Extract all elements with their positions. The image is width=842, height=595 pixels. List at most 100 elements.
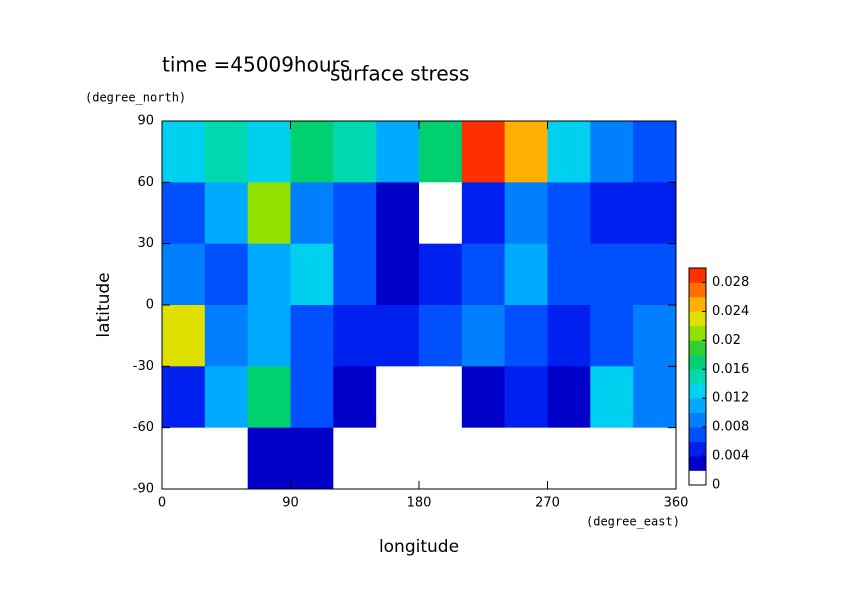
x-axis-label: longitude xyxy=(379,537,459,557)
field-cell xyxy=(247,366,291,429)
field-cell xyxy=(419,121,463,183)
colorbar-segment xyxy=(689,398,706,413)
field-cell xyxy=(419,427,463,490)
field-cell xyxy=(162,366,206,429)
field-cell xyxy=(204,243,249,306)
x-tick-label: 180 xyxy=(407,496,432,511)
y-tick-label: 90 xyxy=(137,114,154,129)
colorbar-segment xyxy=(689,311,706,327)
field-cell xyxy=(504,121,548,183)
field-cell xyxy=(461,243,506,306)
colorbar-segment xyxy=(689,383,706,399)
field-cell xyxy=(590,121,634,183)
field-cell xyxy=(461,305,506,367)
field-cell xyxy=(333,427,377,490)
colorbar-tick-label: 0.012 xyxy=(712,391,749,406)
colorbar-segment xyxy=(689,427,706,442)
field-cell xyxy=(633,121,677,183)
field-cell xyxy=(162,427,206,490)
field-cell xyxy=(333,182,377,245)
x-tick-label: 360 xyxy=(664,496,689,511)
field-cell xyxy=(504,305,548,367)
field-cell xyxy=(376,121,420,183)
field-cell xyxy=(376,182,420,245)
field-cell xyxy=(504,366,548,429)
field-cell xyxy=(547,121,591,183)
field-cell xyxy=(290,305,334,367)
y-units: (degree_north) xyxy=(85,91,186,105)
y-tick-label: -90 xyxy=(133,482,154,497)
colorbar-tick-label: 0.008 xyxy=(712,420,749,435)
field-cell xyxy=(590,243,634,306)
field-cell xyxy=(504,182,548,245)
field-cell xyxy=(204,427,249,490)
field-cell xyxy=(461,121,506,183)
field-cell xyxy=(547,243,591,306)
x-tick-label: 270 xyxy=(535,496,560,511)
field-cell xyxy=(162,182,206,245)
y-tick-label: 60 xyxy=(137,175,154,190)
colorbar-segment xyxy=(689,296,706,312)
field-cell xyxy=(247,305,291,367)
field-cell xyxy=(204,182,249,245)
colorbar-segment xyxy=(689,456,706,471)
field-cell xyxy=(590,366,634,429)
field-cell xyxy=(504,427,548,490)
field-cell xyxy=(247,121,291,183)
field-cell xyxy=(333,121,377,183)
field-cell xyxy=(504,243,548,306)
field-cell xyxy=(162,243,206,306)
colorbar-frame xyxy=(688,267,707,486)
y-tick-label: -30 xyxy=(133,359,154,374)
field-cell xyxy=(333,243,377,306)
y-tick-label: 30 xyxy=(137,236,154,251)
colorbar-segment xyxy=(689,354,706,370)
y-axis-label: latitude xyxy=(94,272,114,337)
field-cell xyxy=(247,427,291,490)
field-cell xyxy=(290,427,334,490)
field-cell xyxy=(204,305,249,367)
field-cell xyxy=(419,182,463,245)
field-cell xyxy=(590,305,634,367)
colorbar-tick-label: 0.024 xyxy=(712,304,749,319)
field-cell xyxy=(547,366,591,429)
field-cell xyxy=(590,182,634,245)
colorbar-segment xyxy=(689,325,706,341)
field-cell xyxy=(633,243,677,306)
colorbar-tick-label: 0 xyxy=(712,478,720,493)
field-cell xyxy=(376,243,420,306)
colorbar-segment xyxy=(689,470,706,486)
field-cell xyxy=(333,366,377,429)
field-cell xyxy=(247,243,291,306)
field-cell xyxy=(547,305,591,367)
field-cell xyxy=(547,182,591,245)
colorbar-segment xyxy=(689,369,706,385)
x-tick-label: 90 xyxy=(282,496,299,511)
field-cell xyxy=(204,366,249,429)
chart-title: surface stress xyxy=(330,62,469,86)
field-cell xyxy=(419,366,463,429)
colorbar-segment xyxy=(689,412,706,428)
colorbar-tick-label: 0.004 xyxy=(712,449,749,464)
field-cell xyxy=(162,305,206,367)
y-tick-label: -60 xyxy=(133,420,154,435)
field-cell xyxy=(204,121,249,183)
field-cell xyxy=(333,305,377,367)
field-cell xyxy=(461,366,506,429)
field-cell xyxy=(247,182,291,245)
field-cell xyxy=(633,182,677,245)
field-cell xyxy=(633,366,677,429)
colorbar-tick-label: 0.028 xyxy=(712,275,749,290)
field-cell xyxy=(461,427,506,490)
field-cell xyxy=(290,121,334,183)
colorbar-segment xyxy=(689,441,706,457)
y-tick-label: 0 xyxy=(146,298,154,313)
colorbar-segment xyxy=(689,268,706,283)
field-cell xyxy=(290,182,334,245)
chart-subtitle: time =45009hours xyxy=(162,53,350,77)
colorbar-tick-label: 0.02 xyxy=(712,333,741,348)
x-tick-label: 0 xyxy=(158,496,166,511)
field-cell xyxy=(376,305,420,367)
